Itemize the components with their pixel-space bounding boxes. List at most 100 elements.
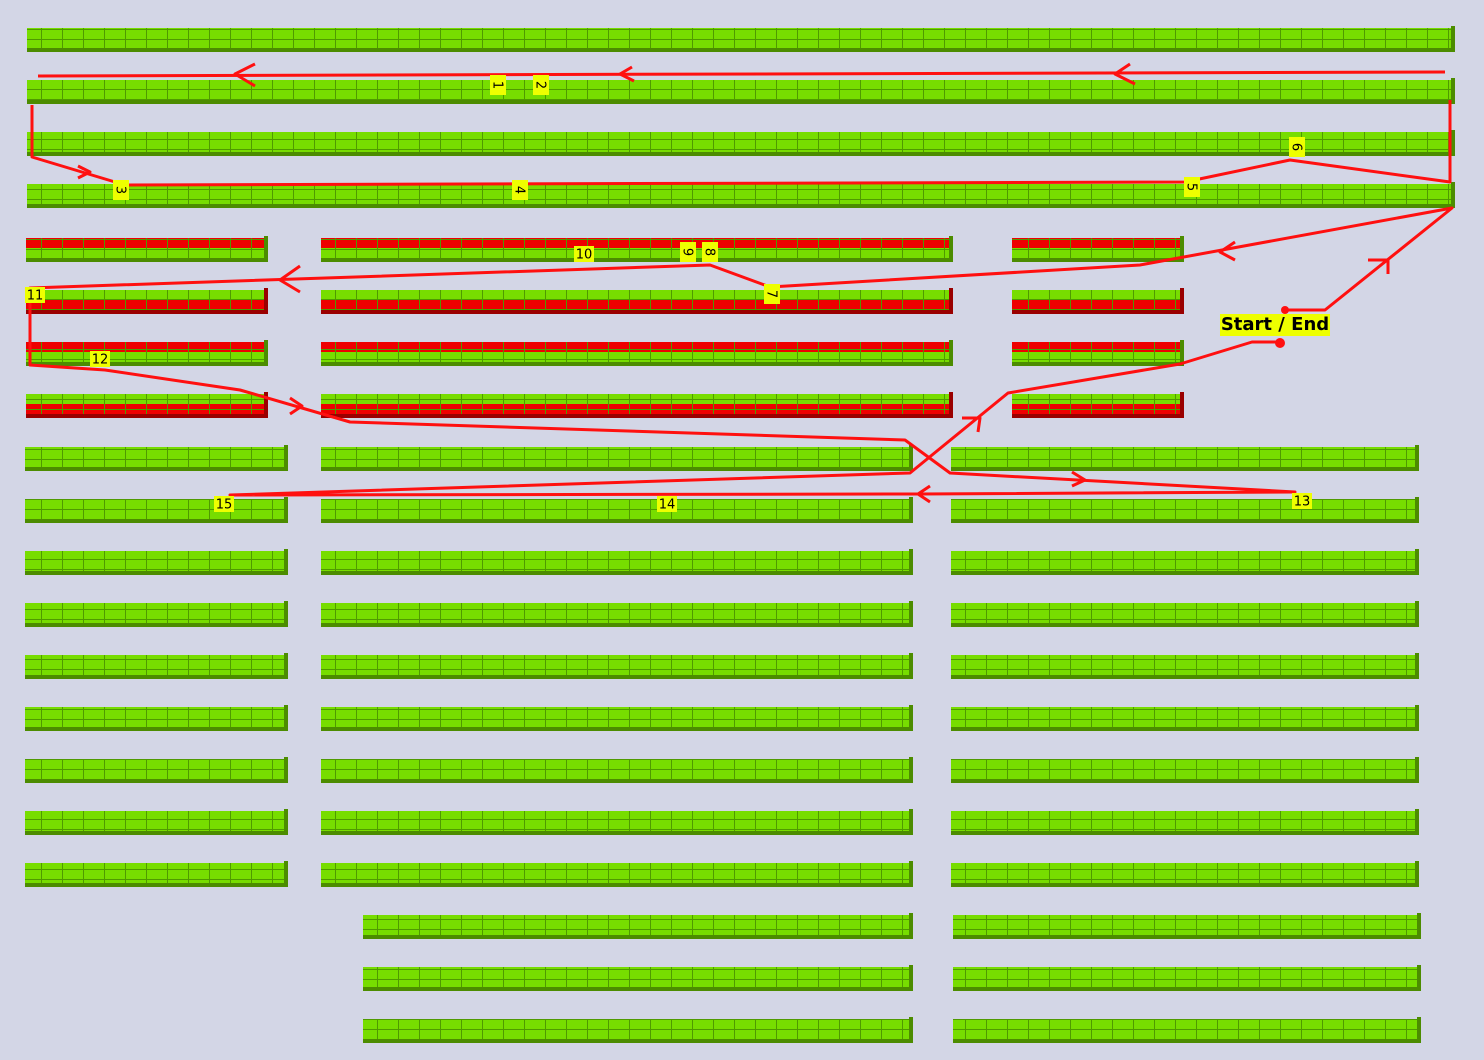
route-arrow xyxy=(1113,62,1136,86)
shelf-side xyxy=(951,571,1415,575)
stop-label: 6 xyxy=(1289,137,1305,157)
shelf-grid xyxy=(953,967,1417,987)
shelf xyxy=(953,965,1421,991)
shelf-end xyxy=(1415,601,1419,627)
shelf xyxy=(321,601,913,627)
shelf xyxy=(951,653,1419,679)
shelf-end xyxy=(1415,757,1419,783)
shelf-grid xyxy=(951,759,1415,779)
shelf-grid xyxy=(25,447,284,467)
shelf-side xyxy=(321,883,909,887)
shelf-grid xyxy=(321,707,909,727)
start-label-bg xyxy=(1220,314,1330,336)
stop-label: 14 xyxy=(657,496,677,513)
stop-label: 4 xyxy=(512,180,528,200)
shelf-side xyxy=(25,467,284,471)
shelf xyxy=(27,26,1455,52)
shelf-end xyxy=(284,497,288,523)
shelf xyxy=(321,653,913,679)
stop-label: 3 xyxy=(113,180,129,200)
shelf-end xyxy=(284,445,288,471)
stop-number: 13 xyxy=(1294,495,1311,510)
shelf xyxy=(951,549,1419,575)
shelf-grid xyxy=(951,811,1415,831)
shelf-side xyxy=(363,987,909,991)
stop-label-bg xyxy=(214,496,234,512)
shelf-side xyxy=(25,519,284,523)
shelf-grid xyxy=(951,499,1415,519)
shelf-side xyxy=(321,623,909,627)
shelf-side xyxy=(1012,414,1180,418)
shelf xyxy=(25,445,288,471)
shelf xyxy=(27,182,1455,208)
shelf-side xyxy=(26,414,264,418)
shelf-side xyxy=(321,362,949,366)
shelf-end xyxy=(1451,182,1455,208)
shelf-side xyxy=(321,519,909,523)
stop-label-bg xyxy=(1292,493,1312,509)
stop-label: 15 xyxy=(214,496,234,513)
shelf-grid xyxy=(363,967,909,987)
route-arrow xyxy=(1218,240,1236,262)
shelf-side xyxy=(953,987,1417,991)
shelf-grid xyxy=(1012,342,1180,362)
shelf-side xyxy=(25,779,284,783)
stop-number: 3 xyxy=(113,186,128,194)
shelf xyxy=(25,861,288,887)
shelf xyxy=(25,601,288,627)
shelf-grid xyxy=(1012,290,1180,310)
shelf-grid xyxy=(321,655,909,675)
shelf xyxy=(321,705,913,731)
shelf-grid xyxy=(321,447,909,467)
shelf-side xyxy=(951,883,1415,887)
shelf-side xyxy=(951,831,1415,835)
shelf xyxy=(26,340,268,366)
shelf-grid xyxy=(951,707,1415,727)
shelf-end xyxy=(909,913,913,939)
stop-number: 4 xyxy=(512,186,527,194)
shelf xyxy=(26,288,268,314)
shelf-end xyxy=(284,549,288,575)
shelf xyxy=(951,809,1419,835)
shelf xyxy=(321,392,953,418)
route-arrow xyxy=(618,65,635,83)
shelf xyxy=(953,1017,1421,1043)
stop-label-bg xyxy=(490,75,506,95)
shelf-grid xyxy=(25,811,284,831)
shelf-grid xyxy=(363,915,909,935)
shelf xyxy=(25,757,288,783)
shelf-end xyxy=(909,809,913,835)
shelf-side xyxy=(27,48,1451,52)
shelf-end xyxy=(909,653,913,679)
stop-label-bg xyxy=(90,351,110,367)
shelf xyxy=(951,445,1419,471)
shelf xyxy=(951,601,1419,627)
shelf-grid xyxy=(1012,394,1180,414)
shelf-side xyxy=(321,727,909,731)
shelves xyxy=(25,26,1455,1043)
stop-label: 8 xyxy=(702,242,718,262)
shelf-grid xyxy=(321,811,909,831)
shelf-end xyxy=(1415,705,1419,731)
stop-number: 14 xyxy=(659,498,676,513)
shelf xyxy=(363,1017,913,1043)
stop-label: 12 xyxy=(90,351,110,368)
shelf-grid xyxy=(1012,238,1180,258)
stop-label: 7 xyxy=(764,284,780,304)
route-arrow xyxy=(289,396,304,416)
shelf xyxy=(363,913,913,939)
shelf-end xyxy=(949,288,953,314)
shelf-grid xyxy=(953,915,1417,935)
shelf-side xyxy=(26,258,264,262)
shelf-end xyxy=(1415,861,1419,887)
stop-label: 1 xyxy=(490,75,506,95)
shelf-end xyxy=(284,653,288,679)
stop-number: 9 xyxy=(680,248,695,256)
shelf-side xyxy=(321,310,949,314)
shelf-side xyxy=(951,675,1415,679)
shelf-end xyxy=(1417,965,1421,991)
shelf-side xyxy=(321,467,909,471)
route-arrow xyxy=(77,164,92,180)
shelf xyxy=(321,288,953,314)
